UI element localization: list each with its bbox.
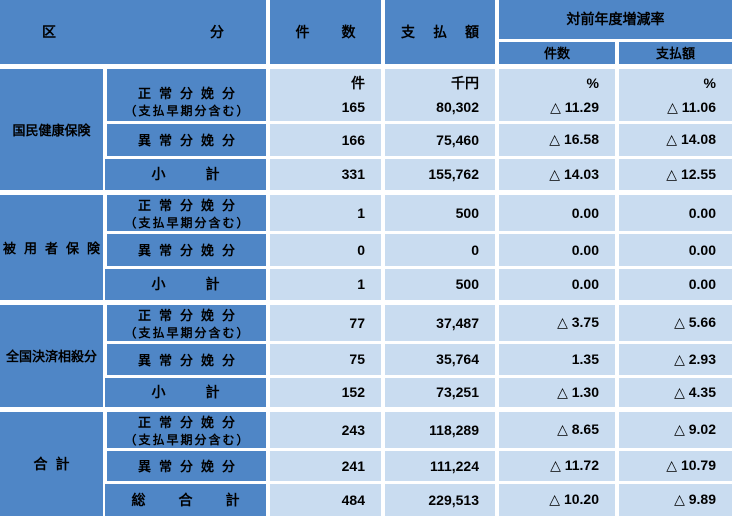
- cell-rate-kensu: △ 16.58: [495, 120, 619, 159]
- header-kensu: 件数: [266, 0, 385, 68]
- cell-rate-kensu: 0.00: [495, 189, 619, 234]
- cell-rate-shiharaigaku: 0.00: [615, 230, 732, 269]
- cell-shiharaigaku: 73,251: [381, 374, 499, 411]
- cell-kensu: 166: [266, 120, 385, 159]
- cell-shiharaigaku: 千円 80,302: [381, 63, 499, 124]
- cell-kensu: 件 165: [266, 63, 385, 124]
- group-label-gokei: 合計: [0, 406, 107, 516]
- cell-rate-kensu: % △ 11.29: [495, 63, 619, 124]
- group-label-kokumin-kenko-hoken: 国民健康保険: [0, 63, 107, 194]
- header-zengenritsu: 対前年度増減率: [495, 0, 732, 42]
- cell-kensu: 241: [266, 447, 385, 484]
- header-sub-shiharaigaku: 支払額: [615, 38, 732, 68]
- cell-shiharaigaku: 75,460: [381, 120, 499, 159]
- cell-shiharaigaku: 37,487: [381, 299, 499, 344]
- group-label-hiyosha-hoken: 被用者保険: [0, 189, 107, 304]
- header-kubun: 区 分: [0, 0, 270, 68]
- row-label-shokei: 小計: [105, 155, 270, 194]
- cell-shiharaigaku: 111,224: [381, 447, 499, 484]
- header-row-2: 件数 支払額: [0, 38, 732, 68]
- row-label-ijo: 異常分娩分: [103, 340, 270, 378]
- cell-rate-kensu: 1.35: [495, 340, 619, 378]
- cell-kensu: 484: [266, 480, 385, 516]
- header-sub-kensu: 件数: [495, 38, 619, 68]
- cell-shiharaigaku: 118,289: [381, 406, 499, 451]
- header-kubun-right: 分: [210, 23, 224, 40]
- row-label-seijo: 正常分娩分 （支払早期分含む）: [103, 63, 270, 124]
- table-row: 小計 152 73,251 △ 1.30 △ 4.35: [0, 374, 732, 411]
- row-label-sogokei: 総合計: [105, 480, 270, 516]
- cell-rate-shiharaigaku: △ 4.35: [615, 374, 732, 411]
- row-label-ijo: 異常分娩分: [103, 230, 270, 269]
- cell-kensu: 243: [266, 406, 385, 451]
- cell-rate-shiharaigaku: △ 10.79: [615, 447, 732, 484]
- row-label-seijo: 正常分娩分 （支払早期分含む）: [103, 299, 270, 344]
- cell-rate-shiharaigaku: △ 5.66: [615, 299, 732, 344]
- cell-kensu: 1: [266, 265, 385, 304]
- unit-rate-kensu: %: [586, 74, 599, 91]
- cell-kensu: 331: [266, 155, 385, 194]
- table-row: 被用者保険 正常分娩分 （支払早期分含む） 1 500 0.00 0.00: [0, 189, 732, 304]
- cell-rate-kensu: △ 11.72: [495, 447, 619, 484]
- cell-rate-kensu: △ 1.30: [495, 374, 619, 411]
- table-row: 総合計 484 229,513 △ 10.20 △ 9.89: [0, 480, 732, 516]
- cell-rate-shiharaigaku: % △ 11.06: [615, 63, 732, 124]
- cell-rate-kensu: △ 14.03: [495, 155, 619, 194]
- cell-rate-kensu: 0.00: [495, 230, 619, 269]
- cell-shiharaigaku: 229,513: [381, 480, 499, 516]
- cell-rate-shiharaigaku: △ 2.93: [615, 340, 732, 378]
- row-label-ijo: 異常分娩分: [103, 120, 270, 159]
- cell-rate-shiharaigaku: 0.00: [615, 265, 732, 304]
- cell-rate-shiharaigaku: △ 9.89: [615, 480, 732, 516]
- row-label-shokei: 小計: [105, 374, 270, 411]
- cell-kensu: 152: [266, 374, 385, 411]
- cell-shiharaigaku: 500: [381, 189, 499, 234]
- row-label-shokei: 小計: [105, 265, 270, 304]
- cell-kensu: 77: [266, 299, 385, 344]
- cell-rate-shiharaigaku: △ 12.55: [615, 155, 732, 194]
- table-row: 異常分娩分 166 75,460 △ 16.58 △ 14.08: [0, 120, 732, 159]
- cell-rate-shiharaigaku: △ 14.08: [615, 120, 732, 159]
- cell-rate-kensu: △ 3.75: [495, 299, 619, 344]
- cell-shiharaigaku: 0: [381, 230, 499, 269]
- cell-rate-kensu: △ 10.20: [495, 480, 619, 516]
- row-label-seijo: 正常分娩分 （支払早期分含む）: [103, 406, 270, 451]
- row-label-seijo: 正常分娩分 （支払早期分含む）: [103, 189, 270, 234]
- row-label-ijo: 異常分娩分: [103, 447, 270, 484]
- table-row: 全国決済相殺分 正常分娩分 （支払早期分含む） 77 37,487 △ 3.75…: [0, 299, 732, 411]
- cell-rate-shiharaigaku: 0.00: [615, 189, 732, 234]
- table-row: 異常分娩分 241 111,224 △ 11.72 △ 10.79: [0, 447, 732, 484]
- table-row: 小計 331 155,762 △ 14.03 △ 12.55: [0, 155, 732, 194]
- table-row: 異常分娩分 0 0 0.00 0.00: [0, 230, 732, 269]
- table-row: 国民健康保険 正常分娩分 （支払早期分含む） 件 165 千円 80,302 %…: [0, 63, 732, 194]
- header-kubun-left: 区: [42, 23, 56, 40]
- cell-kensu: 75: [266, 340, 385, 378]
- cell-rate-shiharaigaku: △ 9.02: [615, 406, 732, 451]
- header-shiharaigaku: 支払額: [381, 0, 499, 68]
- unit-kensu: 件: [351, 74, 365, 91]
- group-label-zenkoku-kessai-sosai: 全国決済相殺分: [0, 299, 107, 411]
- table-row: 小計 1 500 0.00 0.00: [0, 265, 732, 304]
- cell-shiharaigaku: 155,762: [381, 155, 499, 194]
- table-row: 異常分娩分 75 35,764 1.35 △ 2.93: [0, 340, 732, 378]
- cell-shiharaigaku: 500: [381, 265, 499, 304]
- unit-rate-shiharaigaku: %: [703, 74, 716, 91]
- cell-rate-kensu: 0.00: [495, 265, 619, 304]
- cell-kensu: 0: [266, 230, 385, 269]
- cell-rate-kensu: △ 8.65: [495, 406, 619, 451]
- cell-kensu: 1: [266, 189, 385, 234]
- unit-shiharaigaku: 千円: [451, 74, 479, 91]
- header-row-1: 区 分 件数 支払額 対前年度増減率: [0, 0, 732, 68]
- table-row: 合計 正常分娩分 （支払早期分含む） 243 118,289 △ 8.65 △ …: [0, 406, 732, 516]
- cell-shiharaigaku: 35,764: [381, 340, 499, 378]
